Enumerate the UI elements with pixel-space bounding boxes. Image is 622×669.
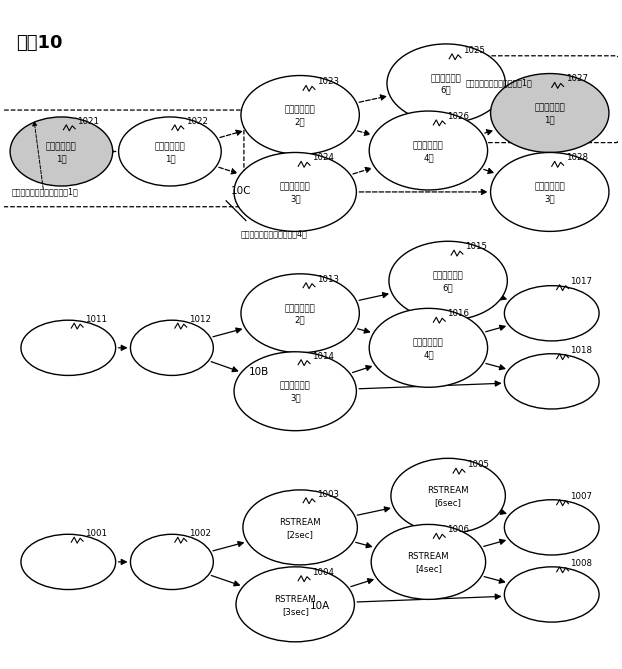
Ellipse shape: [241, 76, 360, 155]
Text: 10C: 10C: [231, 186, 251, 196]
Text: 1秒: 1秒: [544, 116, 555, 124]
Ellipse shape: [236, 567, 355, 642]
Ellipse shape: [21, 535, 116, 589]
Text: 10A: 10A: [310, 601, 330, 611]
Text: 許容送信間隔: 許容送信間隔: [413, 339, 443, 347]
Text: 許容送信間隔: 許容送信間隔: [433, 272, 463, 280]
Ellipse shape: [131, 320, 213, 375]
Text: 許容送信間隔: 許容送信間隔: [431, 74, 462, 83]
Text: 10B: 10B: [249, 367, 269, 377]
Text: 1026: 1026: [447, 112, 469, 121]
Ellipse shape: [234, 153, 356, 231]
Text: 2秒: 2秒: [295, 117, 305, 126]
Text: 1013: 1013: [317, 275, 339, 284]
Text: RSTREAM: RSTREAM: [274, 595, 316, 604]
Ellipse shape: [369, 111, 488, 190]
Text: 1025: 1025: [463, 45, 485, 55]
Text: この領域の許容送信間隔は1秒: この領域の許容送信間隔は1秒: [466, 78, 532, 88]
Ellipse shape: [243, 490, 358, 565]
Text: [4sec]: [4sec]: [415, 565, 442, 573]
Text: 1014: 1014: [312, 352, 334, 361]
Text: 1003: 1003: [317, 490, 339, 499]
Ellipse shape: [389, 242, 508, 320]
Text: 1023: 1023: [317, 78, 339, 86]
Text: 1021: 1021: [77, 117, 99, 126]
Text: 許容送信間隔: 許容送信間隔: [285, 106, 315, 114]
Text: 1008: 1008: [570, 559, 593, 568]
Text: 許容送信間隔: 許容送信間隔: [46, 142, 77, 151]
Ellipse shape: [241, 274, 360, 353]
Text: 1028: 1028: [565, 153, 588, 163]
Text: 1022: 1022: [186, 117, 208, 126]
Text: [3sec]: [3sec]: [282, 607, 309, 615]
Ellipse shape: [371, 524, 486, 599]
Ellipse shape: [504, 500, 599, 555]
Text: 1018: 1018: [570, 346, 593, 355]
Text: 1秒: 1秒: [56, 154, 67, 163]
Text: 許容送信間隔: 許容送信間隔: [285, 304, 315, 313]
Text: この領域の許容送信間隔は1秒: この領域の許容送信間隔は1秒: [12, 187, 79, 196]
Text: RSTREAM: RSTREAM: [407, 553, 449, 561]
Text: 6秒: 6秒: [441, 86, 452, 95]
Text: 1005: 1005: [467, 460, 489, 469]
Text: 4秒: 4秒: [423, 351, 434, 359]
Ellipse shape: [491, 153, 609, 231]
Text: [2sec]: [2sec]: [287, 530, 313, 539]
Ellipse shape: [391, 458, 505, 533]
Text: 許容送信間隔: 許容送信間隔: [534, 104, 565, 112]
Ellipse shape: [369, 308, 488, 387]
Ellipse shape: [387, 44, 505, 123]
Text: 1012: 1012: [188, 315, 211, 324]
Text: 1002: 1002: [188, 529, 211, 539]
Text: 許容送信間隔: 許容送信間隔: [413, 141, 443, 150]
Text: 1011: 1011: [85, 315, 107, 324]
Text: 1秒: 1秒: [165, 154, 175, 163]
Text: 3秒: 3秒: [290, 393, 300, 403]
Ellipse shape: [504, 567, 599, 622]
Text: 6秒: 6秒: [443, 283, 453, 292]
Ellipse shape: [504, 286, 599, 341]
Text: 1027: 1027: [565, 74, 588, 84]
Text: 許容送信間隔: 許容送信間隔: [534, 183, 565, 191]
Ellipse shape: [119, 117, 221, 186]
Ellipse shape: [234, 352, 356, 431]
Text: 1001: 1001: [85, 529, 107, 539]
Text: 1015: 1015: [465, 242, 487, 251]
Text: 許容送信間隔: 許容送信間隔: [280, 183, 310, 191]
Text: RSTREAM: RSTREAM: [427, 486, 469, 495]
Text: [6sec]: [6sec]: [435, 498, 462, 507]
Text: この領域の許容送信間隔は4秒: この領域の許容送信間隔は4秒: [241, 229, 308, 238]
Text: 3秒: 3秒: [544, 194, 555, 203]
Text: 2秒: 2秒: [295, 316, 305, 324]
Text: 1024: 1024: [312, 153, 334, 163]
Text: 1004: 1004: [312, 568, 334, 577]
Text: RSTREAM: RSTREAM: [279, 518, 321, 527]
Ellipse shape: [10, 117, 113, 186]
Text: 許容送信間隔: 許容送信間隔: [280, 382, 310, 391]
Text: 1007: 1007: [570, 492, 593, 500]
Ellipse shape: [131, 535, 213, 589]
Text: 4秒: 4秒: [423, 153, 434, 162]
Text: 許容送信間隔: 許容送信間隔: [154, 142, 185, 151]
Text: 図．10: 図．10: [16, 34, 62, 52]
Text: 1006: 1006: [447, 525, 469, 535]
Ellipse shape: [491, 74, 609, 153]
Ellipse shape: [504, 354, 599, 409]
Text: 3秒: 3秒: [290, 194, 300, 203]
Ellipse shape: [21, 320, 116, 375]
Text: 1017: 1017: [570, 277, 593, 286]
Text: 1016: 1016: [447, 309, 469, 318]
